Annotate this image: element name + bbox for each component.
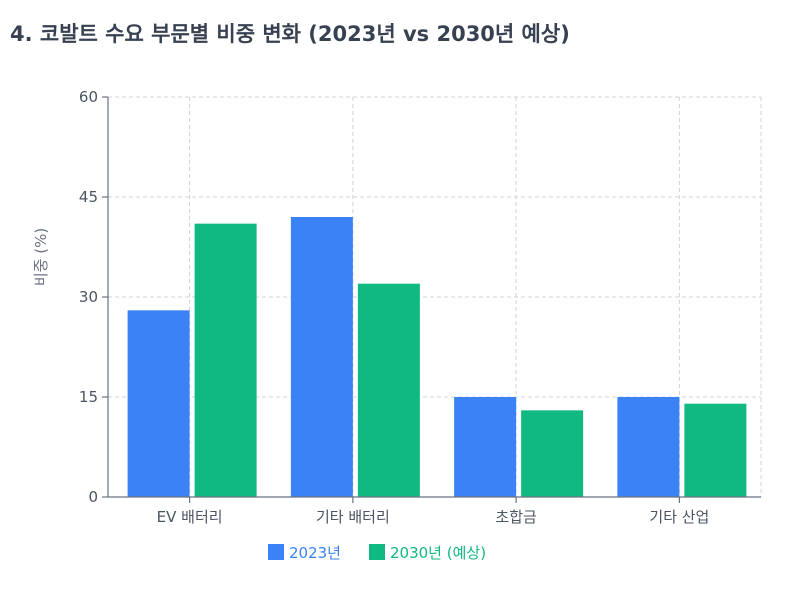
- y-tick-label: 45: [79, 188, 98, 206]
- labels-layer: 0 15 30 45 60 EV 배터리 기타 배터리 초합금 기타 산업: [79, 88, 709, 526]
- bar-series1-3[interactable]: [617, 397, 680, 497]
- bar-series2-1[interactable]: [357, 283, 420, 497]
- y-axis-label: 비중 (%): [32, 228, 50, 286]
- legend-swatch[interactable]: [268, 544, 284, 560]
- chart-title: 4. 코발트 수요 부문별 비중 변화 (2023년 vs 2030년 예상): [10, 22, 570, 46]
- bar-series2-0[interactable]: [194, 223, 257, 497]
- y-tick-label: 15: [79, 388, 98, 406]
- legend-swatch[interactable]: [369, 544, 385, 560]
- x-category-label: EV 배터리: [157, 508, 223, 526]
- legend-label[interactable]: 2023년: [289, 544, 341, 562]
- x-category-label: 초합금: [495, 508, 537, 526]
- x-category-label: 기타 산업: [649, 508, 709, 526]
- y-tick-label: 0: [88, 488, 98, 506]
- bar-series2-3[interactable]: [684, 403, 747, 497]
- legend-label[interactable]: 2030년 (예상): [390, 544, 486, 562]
- y-tick-label: 30: [79, 288, 98, 306]
- bar-series1-2[interactable]: [454, 397, 517, 497]
- axes-layer: [102, 96, 761, 503]
- y-tick-label: 60: [79, 88, 98, 106]
- bar-series2-2[interactable]: [521, 410, 584, 497]
- bars-layer: [127, 217, 747, 497]
- x-category-label: 기타 배터리: [316, 508, 390, 526]
- legend[interactable]: 2023년 2030년 (예상): [268, 544, 486, 562]
- bar-series1-1[interactable]: [290, 217, 353, 497]
- bar-series1-0[interactable]: [127, 310, 190, 497]
